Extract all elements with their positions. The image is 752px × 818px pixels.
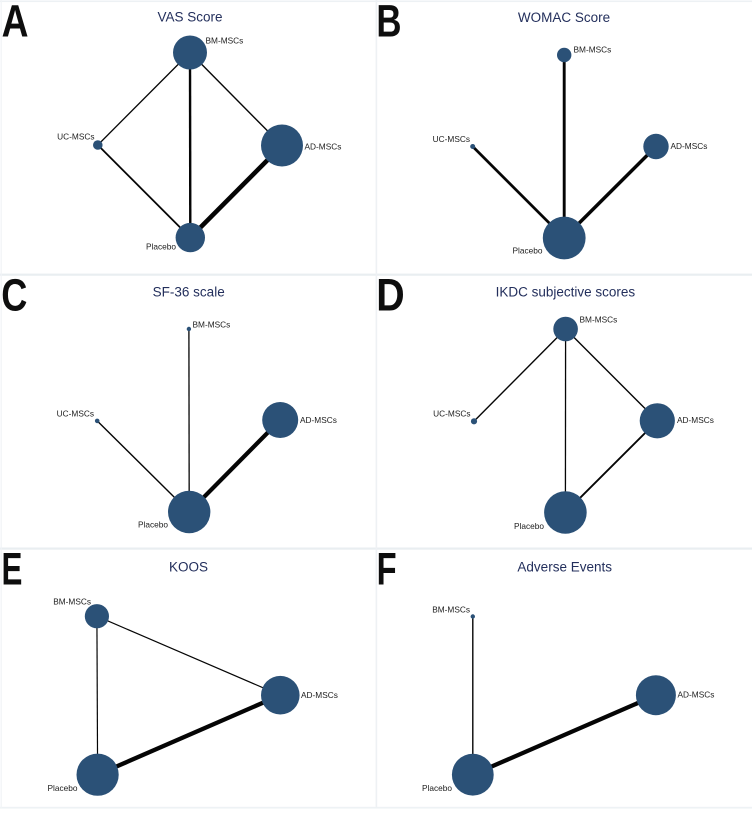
svg-text:A: A bbox=[2, 0, 29, 46]
svg-text:Placebo: Placebo bbox=[48, 783, 78, 793]
svg-text:E: E bbox=[2, 544, 23, 595]
svg-text:B: B bbox=[376, 0, 401, 46]
svg-text:IKDC subjective scores: IKDC subjective scores bbox=[496, 285, 636, 300]
svg-text:AD-MSCs: AD-MSCs bbox=[305, 142, 342, 152]
svg-text:BM-MSCs: BM-MSCs bbox=[580, 315, 618, 325]
svg-text:BM-MSCs: BM-MSCs bbox=[432, 605, 470, 615]
svg-text:Placebo: Placebo bbox=[146, 242, 176, 252]
svg-text:KOOS: KOOS bbox=[169, 560, 208, 575]
svg-text:BM-MSCs: BM-MSCs bbox=[193, 320, 231, 330]
svg-text:BM-MSCs: BM-MSCs bbox=[206, 36, 244, 46]
svg-text:SF-36 scale: SF-36 scale bbox=[153, 285, 225, 300]
svg-text:WOMAC Score: WOMAC Score bbox=[518, 10, 610, 25]
svg-text:C: C bbox=[1, 269, 27, 320]
svg-text:Placebo: Placebo bbox=[514, 521, 544, 531]
svg-text:D: D bbox=[376, 269, 404, 320]
svg-text:AD-MSCs: AD-MSCs bbox=[300, 415, 337, 425]
svg-text:Placebo: Placebo bbox=[422, 783, 452, 793]
svg-text:UC-MSCs: UC-MSCs bbox=[433, 409, 470, 419]
svg-text:UC-MSCs: UC-MSCs bbox=[57, 409, 94, 419]
svg-text:AD-MSCs: AD-MSCs bbox=[677, 415, 714, 425]
svg-text:AD-MSCs: AD-MSCs bbox=[678, 690, 715, 700]
svg-text:UC-MSCs: UC-MSCs bbox=[433, 134, 470, 144]
svg-text:Placebo: Placebo bbox=[513, 246, 543, 256]
svg-text:AD-MSCs: AD-MSCs bbox=[671, 141, 708, 151]
svg-text:F: F bbox=[377, 544, 397, 595]
svg-text:AD-MSCs: AD-MSCs bbox=[301, 690, 338, 700]
svg-text:UC-MSCs: UC-MSCs bbox=[57, 132, 94, 142]
svg-text:Adverse Events: Adverse Events bbox=[517, 560, 612, 575]
svg-text:Placebo: Placebo bbox=[138, 520, 168, 530]
svg-text:BM-MSCs: BM-MSCs bbox=[574, 45, 612, 55]
svg-text:VAS Score: VAS Score bbox=[157, 10, 222, 25]
svg-text:BM-MSCs: BM-MSCs bbox=[53, 597, 91, 607]
